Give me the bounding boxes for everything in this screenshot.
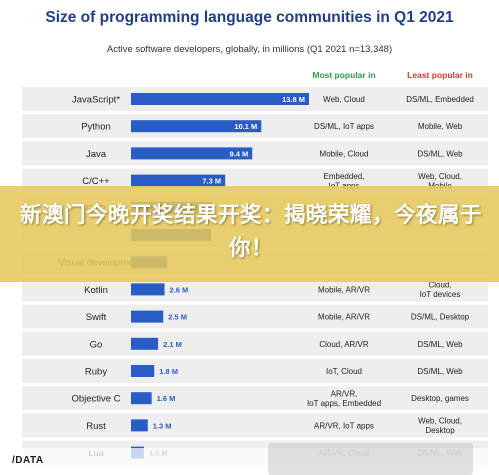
bar [131, 147, 253, 160]
least-popular-header: Least popular in [407, 70, 473, 80]
least-popular-cell: Web, Cloud, Desktop [418, 417, 462, 436]
most-popular-cell: Cloud, AR/VR [319, 340, 369, 349]
least-popular-cell: DS/ML, Embedded [406, 95, 474, 104]
value-label: 7.3 M [202, 177, 221, 186]
promo-banner-text: 新澳门今晚开奖结果开奖：揭晓荣耀，今夜属于你！ [20, 203, 483, 261]
language-label: Ruby [85, 367, 107, 378]
least-popular-cell: DS/ML, Desktop [411, 313, 470, 322]
value-label: 1.6 M [157, 394, 176, 403]
language-label: Go [90, 339, 103, 350]
bar [131, 93, 309, 105]
least-popular-cell: DS/ML, Web [417, 149, 463, 158]
most-popular-cell: Web, Cloud [323, 95, 365, 104]
value-label: 9.4 M [229, 149, 248, 158]
language-label: Rust [86, 421, 106, 432]
value-label: 10.1 M [234, 122, 257, 131]
value-label: 2.6 M [170, 285, 189, 294]
most-popular-cell: Mobile, Cloud [320, 149, 369, 158]
least-popular-cell: Desktop, games [411, 394, 469, 403]
table-row [22, 141, 488, 166]
chart-subtitle: Active software developers, globally, in… [106, 44, 393, 55]
table-row [22, 304, 488, 329]
least-popular-cell: DS/ML, Web [417, 367, 463, 376]
most-popular-cell: AR/VR, IoT apps [314, 421, 374, 430]
bar [131, 419, 148, 432]
least-popular-cell: DS/ML, Web [417, 340, 463, 349]
value-label: 2.1 M [163, 340, 182, 349]
bar [131, 365, 155, 377]
most-popular-cell: DS/ML, IoT apps [314, 122, 374, 131]
value-label: 1.3 M [153, 421, 172, 430]
most-popular-cell: IoT, Cloud [326, 367, 362, 376]
least-popular-cell: Mobile, Web [418, 122, 463, 131]
most-popular-header: Most popular in [312, 70, 376, 80]
most-popular-cell: Mobile, AR/VR [318, 285, 370, 294]
language-label: Swift [86, 312, 107, 323]
language-label: Python [81, 122, 111, 133]
language-label: JavaScript* [72, 95, 120, 106]
table-row [22, 331, 488, 356]
bar [131, 283, 165, 296]
table-row [22, 386, 488, 411]
chart-title: Size of programming language communities… [45, 9, 454, 26]
bar [131, 310, 164, 323]
language-label: C/C++ [82, 176, 110, 187]
promo-banner [0, 186, 499, 282]
table-row [22, 413, 488, 438]
data-logo: /DATA [12, 455, 44, 466]
table-row [22, 359, 488, 383]
value-label: 2.5 M [168, 313, 187, 322]
language-label: Objective C [71, 394, 120, 405]
least-popular-cell: Cloud, IoT devices [420, 281, 461, 300]
bar [131, 120, 262, 133]
least-popular-cell: Web, Cloud,Mobile [418, 172, 462, 191]
language-label: Java [86, 149, 107, 160]
bar [131, 174, 226, 187]
bar [131, 392, 152, 405]
most-popular-cell: AR/VR, IoT apps, Embedded [307, 389, 381, 408]
bar [131, 337, 159, 350]
watermark-overlay [268, 443, 473, 475]
language-label: Kotlin [84, 285, 108, 296]
most-popular-cell: Embedded,IoT apps [324, 172, 365, 191]
most-popular-cell: Mobile, AR/VR [318, 313, 370, 322]
value-label: 13.8 M [282, 95, 305, 104]
value-label: 1.8 M [159, 367, 178, 376]
